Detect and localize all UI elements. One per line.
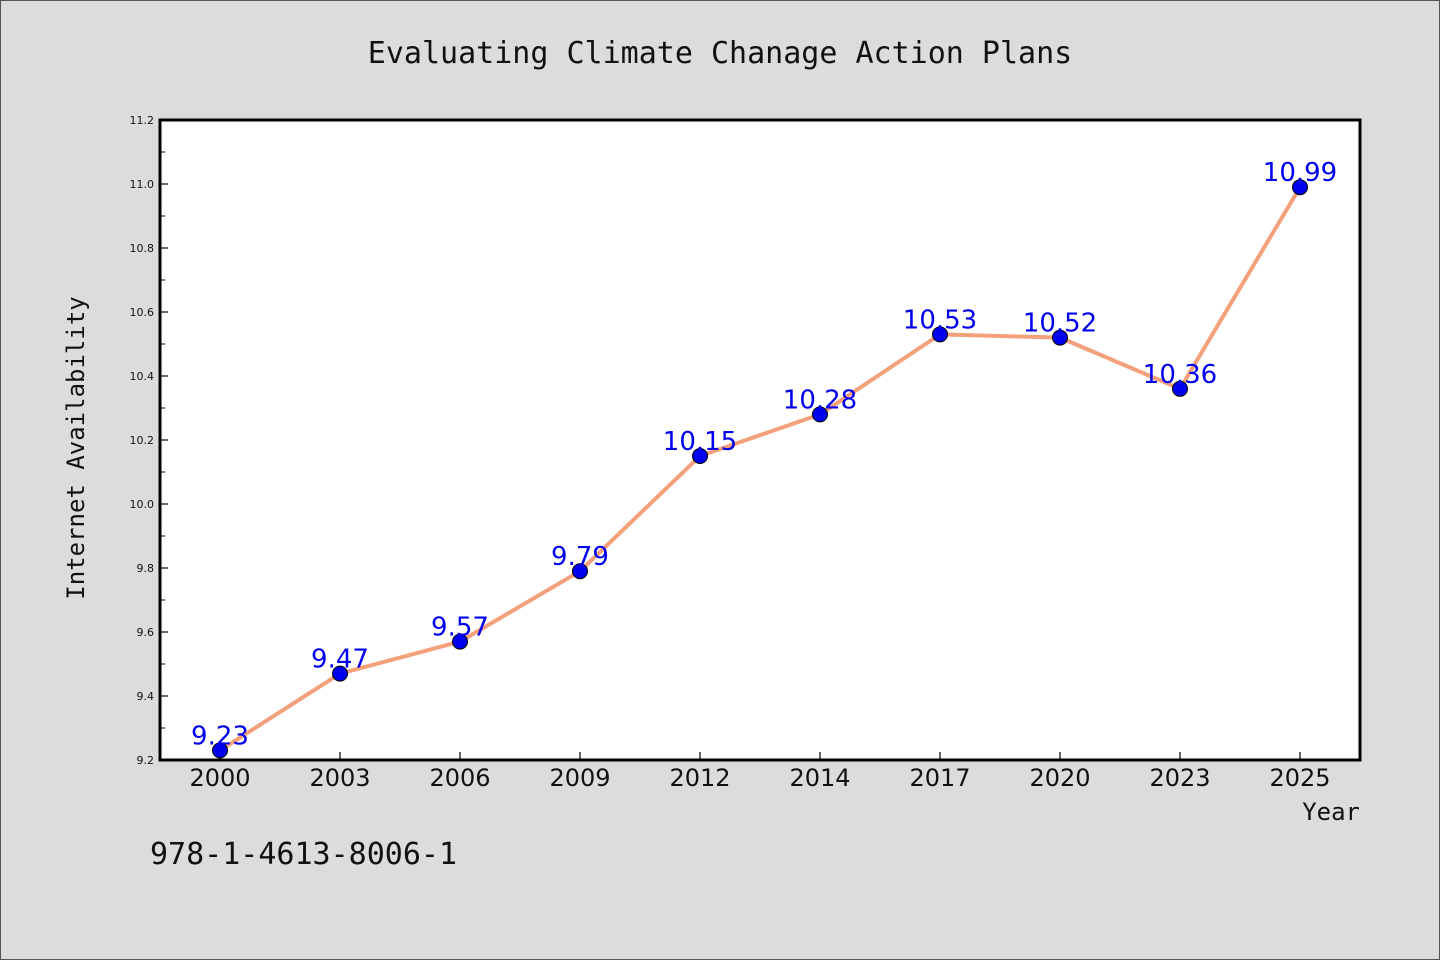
data-point bbox=[332, 665, 348, 682]
plot-area bbox=[158, 118, 1362, 762]
data-point bbox=[1292, 179, 1308, 196]
data-label: 10.99 bbox=[1263, 158, 1337, 188]
x-tick-label: 2017 bbox=[909, 764, 970, 792]
x-tick-label: 2014 bbox=[789, 764, 850, 792]
y-axis: 9.2 9.4 9.6 9.8 10.0 10.2 10.4 10.6 10.8 11.0 11.2 bbox=[130, 114, 168, 767]
y-tick-label: 10.6 bbox=[130, 306, 155, 319]
data-label: 9.23 bbox=[191, 721, 249, 751]
series-layer: 9.23 9.47 9.57 9.79 10.15 10.28 10.53 10.52 10.3… bbox=[191, 158, 1337, 759]
y-tick-label: 9.6 bbox=[137, 626, 155, 639]
x-tick-label: 2006 bbox=[429, 764, 490, 792]
data-point bbox=[1052, 329, 1068, 346]
x-tick-label: 2023 bbox=[1149, 764, 1210, 792]
x-tick-label: 2003 bbox=[309, 764, 370, 792]
data-label: 10.28 bbox=[783, 385, 857, 415]
y-tick-label: 10.4 bbox=[130, 370, 155, 383]
y-axis-label: Internet Availability bbox=[62, 296, 90, 599]
data-label: 10.53 bbox=[903, 305, 977, 335]
y-tick-label: 9.2 bbox=[137, 754, 155, 767]
data-point bbox=[452, 633, 468, 650]
y-tick-label: 9.4 bbox=[137, 690, 155, 703]
x-tick-label: 2009 bbox=[549, 764, 610, 792]
chart-title: Evaluating Climate Chanage Action Plans bbox=[368, 36, 1072, 71]
data-point bbox=[572, 563, 588, 580]
data-label: 10.36 bbox=[1143, 360, 1217, 390]
y-tick-label: 10.2 bbox=[130, 434, 155, 447]
data-point bbox=[932, 326, 948, 343]
isbn-text: 978-1-4613-8006-1 bbox=[150, 837, 457, 872]
x-axis: 2000 2003 2006 2009 2012 2014 2017 2020 2023 2025 bbox=[189, 752, 1331, 792]
x-tick-label: 2012 bbox=[669, 764, 730, 792]
series-line bbox=[218, 185, 1302, 753]
y-tick-label: 11.2 bbox=[130, 114, 155, 127]
data-label: 9.47 bbox=[311, 645, 369, 675]
y-tick-label: 10.0 bbox=[130, 498, 155, 511]
x-tick-label: 2020 bbox=[1029, 764, 1090, 792]
x-tick-label: 2025 bbox=[1269, 764, 1330, 792]
data-label: 9.57 bbox=[431, 613, 489, 643]
y-tick-label: 11.0 bbox=[130, 178, 155, 191]
data-point bbox=[692, 448, 708, 464]
y-tick-label: 9.8 bbox=[137, 562, 155, 575]
data-point bbox=[212, 742, 228, 759]
data-label: 10.15 bbox=[663, 427, 737, 457]
data-label: 10.52 bbox=[1023, 309, 1097, 339]
x-axis-label: Year bbox=[1302, 798, 1360, 826]
data-label: 9.79 bbox=[551, 542, 609, 572]
y-tick-label: 10.8 bbox=[130, 242, 155, 255]
data-point bbox=[1172, 380, 1188, 397]
data-point bbox=[812, 406, 828, 423]
x-tick-label: 2000 bbox=[189, 764, 250, 792]
